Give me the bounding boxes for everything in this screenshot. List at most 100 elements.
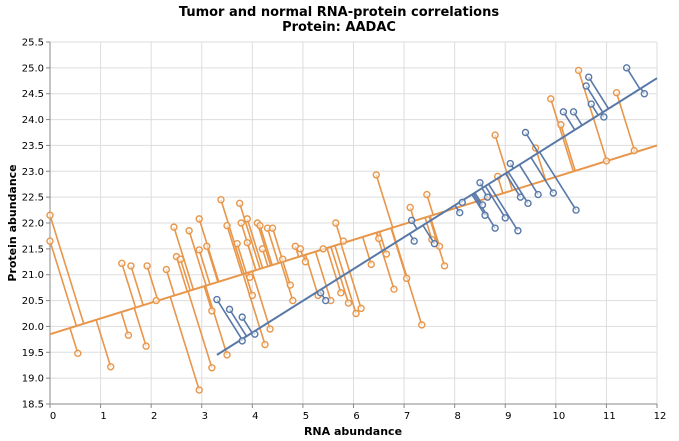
data-point [162,265,171,274]
y-tick-label: 23.0 [22,167,44,178]
residual-line [588,76,610,110]
residual-line [314,251,332,301]
residual-line [146,265,159,301]
data-point [372,171,380,179]
residual-line [133,307,147,347]
residual-line [169,296,200,391]
residual-line [334,245,357,314]
residual-line [95,319,112,368]
data-point [238,313,246,321]
x-tick-label: 12 [654,411,667,422]
data-point [572,206,580,214]
residual-line [282,261,292,286]
data-point [456,208,464,217]
residual-line [251,271,271,330]
residual-line [242,273,266,345]
data-point [170,223,178,231]
data-point [344,299,353,307]
data-point [223,351,231,359]
data-point [501,214,509,222]
data-point [430,239,439,248]
data-point [301,258,310,266]
y-axis-title: Protein abundance [6,164,19,281]
data-point [521,128,530,137]
data-point [223,221,231,230]
data-point [46,211,54,219]
x-tick-label: 0 [50,411,56,422]
residual-line [330,246,350,304]
data-point [557,121,565,129]
data-point [382,250,391,258]
fit-line [216,77,658,356]
x-tick-label: 7 [404,411,410,422]
residual-line [121,263,137,308]
data-point [248,291,257,300]
chart-title: Tumor and normal RNA-protein correlation… [179,5,499,20]
data-point [235,199,244,208]
chart-subtitle: Protein: AADAC [282,20,396,35]
data-point [491,131,499,139]
x-tick-label: 9 [505,411,511,422]
data-point [407,216,416,225]
data-point [213,295,221,304]
data-point [406,203,414,212]
data-point [143,262,151,270]
data-point [339,237,348,245]
residual-line [375,174,394,228]
data-point [127,262,135,270]
residual-line [340,243,362,309]
residual-line [487,183,519,232]
residual-line [585,85,604,113]
data-point [268,224,277,232]
x-tick-label: 10 [552,411,565,422]
data-point [266,325,274,333]
data-point [203,242,211,250]
residual-line [188,230,207,286]
data-point [357,304,365,313]
data-point [256,221,264,230]
residual-line [130,265,144,306]
data-point [612,88,621,97]
data-point [296,245,305,253]
data-point [225,305,234,314]
residual-line [524,132,539,154]
x-tick-label: 3 [202,411,208,422]
data-point [423,190,431,199]
y-tick-label: 19.0 [22,374,44,385]
data-point [514,227,522,235]
data-point [582,82,590,90]
data-point [152,296,160,305]
x-axis-title: RNA abundance [304,425,402,438]
data-point [46,237,54,245]
data-point [332,219,340,227]
data-point [233,239,241,248]
data-point [640,90,649,98]
data-point [574,66,583,75]
residual-line [179,258,192,291]
x-tick-label: 8 [454,411,460,422]
y-tick-label: 20.0 [22,322,44,333]
data-point [516,193,525,201]
data-point [243,215,251,223]
residual-line [560,124,576,172]
data-point [258,245,267,253]
residual-line [246,218,264,269]
data-point [286,281,294,289]
residual-line [120,311,130,336]
y-tick-label: 24.0 [22,115,44,126]
data-point [600,113,608,121]
data-point [481,211,489,219]
y-tick-label: 24.5 [22,89,44,100]
residual-line [256,222,272,266]
data-point [418,321,426,329]
data-point [476,178,484,187]
residual-line [550,98,575,172]
data-point [375,234,383,243]
data-point [142,342,150,350]
data-layer [46,64,658,394]
y-tick-label: 20.5 [22,296,44,307]
x-tick-label: 2 [151,411,157,422]
y-tick-label: 19.5 [22,348,44,359]
residual-line [504,173,522,198]
residual-line [471,194,486,216]
